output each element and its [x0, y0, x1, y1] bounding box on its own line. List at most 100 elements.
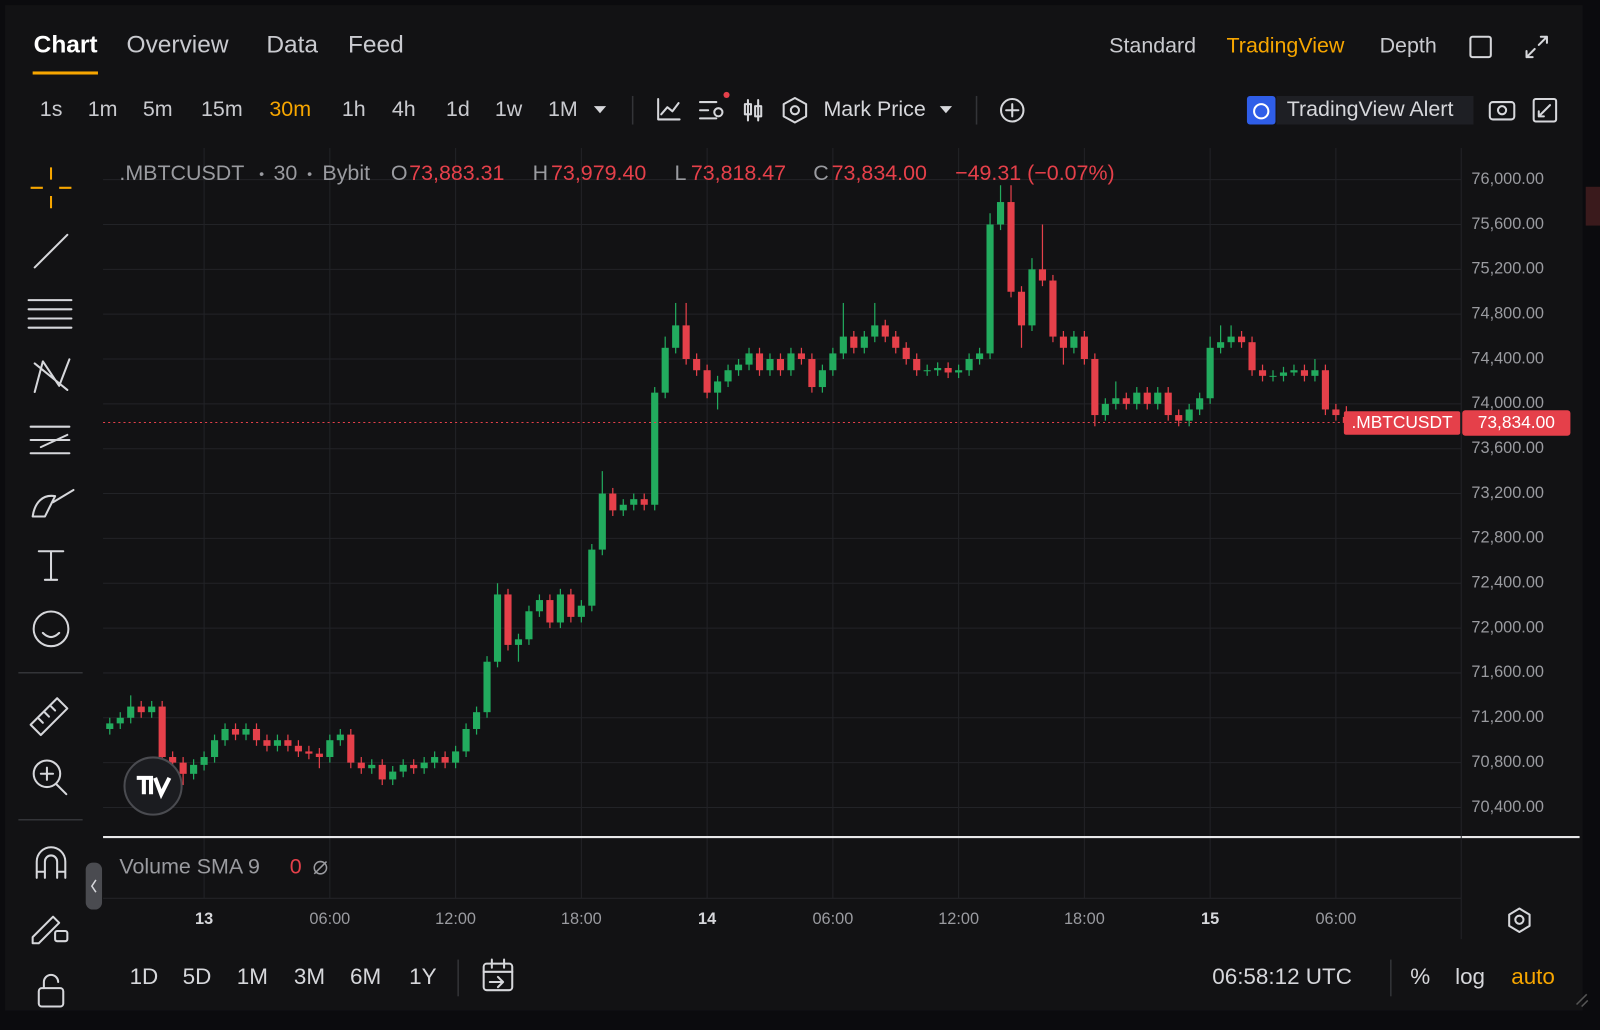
x-tick-label: 15	[1201, 910, 1219, 928]
candle-body	[776, 359, 785, 371]
y-tick-label: 71,600.00	[1471, 663, 1544, 681]
y-tick-label: 72,400.00	[1471, 574, 1544, 592]
legend-value: 73,818.47	[691, 161, 786, 185]
indicator-name: Volume SMA 9	[119, 854, 259, 878]
pattern-tool[interactable]	[33, 358, 71, 394]
brush-tool[interactable]	[31, 488, 75, 518]
magnet-tool[interactable]	[35, 846, 67, 879]
price-type[interactable]: Mark Price	[823, 97, 925, 121]
fullscreen-button[interactable]	[1525, 35, 1548, 59]
tab[interactable]: Overview	[127, 31, 229, 58]
alert-label[interactable]: TradingView Alert	[1287, 97, 1454, 121]
candle-body	[871, 325, 879, 337]
candle-body	[242, 728, 250, 735]
indicator-button[interactable]	[657, 97, 681, 121]
y-tick-label: 76,000.00	[1471, 170, 1544, 188]
range-option[interactable]: 1D	[130, 964, 159, 989]
hide-indicator[interactable]	[313, 860, 328, 875]
tab[interactable]: Chart	[34, 31, 98, 58]
interval-dropdown[interactable]	[593, 106, 607, 114]
templates-eye	[713, 107, 724, 118]
crosshair-tool[interactable]	[30, 167, 72, 209]
tab[interactable]: Data	[266, 31, 318, 58]
templates-button[interactable]	[698, 101, 718, 120]
candle-body	[252, 728, 261, 741]
chart-settings[interactable]	[1508, 907, 1531, 934]
range-option[interactable]: 1Y	[409, 964, 436, 989]
add-plus	[1005, 103, 1020, 118]
alert-icon[interactable]	[1246, 95, 1276, 125]
text-tool[interactable]	[37, 550, 65, 581]
candle-body	[483, 661, 491, 713]
candle-body	[1101, 403, 1109, 416]
interval-option[interactable]: 4h	[392, 97, 416, 121]
candle-body	[148, 706, 156, 713]
candle-body	[1143, 392, 1151, 404]
interval-option[interactable]: 1d	[446, 97, 470, 121]
candle-body	[535, 600, 543, 612]
unlock-tool[interactable]	[37, 987, 65, 1008]
interval-option[interactable]: 5m	[143, 97, 173, 121]
range-option[interactable]: 3M	[294, 964, 325, 989]
candle-body	[1217, 342, 1225, 348]
price-type-dropdown[interactable]	[939, 106, 953, 114]
interval-option[interactable]: 1s	[40, 97, 63, 121]
candle-body	[1290, 370, 1298, 373]
draw-lock-tool[interactable]	[31, 915, 61, 945]
price-type-icon[interactable]	[782, 96, 808, 124]
scale-option[interactable]: log	[1455, 964, 1485, 989]
symbol-tag	[1343, 411, 1461, 435]
candle-body	[368, 764, 376, 769]
interval-option[interactable]: 1h	[342, 97, 366, 121]
interval-option[interactable]: 1w	[495, 97, 523, 121]
y-tick-label: 73,600.00	[1471, 439, 1544, 457]
y-tick-label: 71,200.00	[1471, 708, 1544, 726]
collapse-toolbar[interactable]	[85, 862, 103, 910]
candle-body	[294, 745, 302, 752]
candle-body	[1185, 409, 1193, 421]
ruler-tool[interactable]	[29, 697, 69, 737]
emoji-tool[interactable]	[32, 610, 70, 648]
scale-option[interactable]: %	[1410, 964, 1430, 989]
candle-body	[1238, 336, 1246, 343]
candle-body	[347, 734, 355, 763]
candle-body	[1269, 375, 1277, 377]
interval-option[interactable]: 15m	[201, 97, 243, 121]
view-option[interactable]: Standard	[1109, 34, 1196, 58]
view-option[interactable]: Depth	[1380, 34, 1437, 58]
candle-body	[1258, 370, 1267, 376]
logo-badge[interactable]	[123, 756, 183, 816]
prediction-tool[interactable]	[29, 425, 71, 455]
range-option[interactable]: 6M	[350, 964, 381, 989]
candle-body	[934, 367, 942, 371]
candle-body	[1279, 372, 1288, 376]
alert-button-bg[interactable]	[1276, 95, 1474, 125]
y-tick-label: 75,600.00	[1471, 215, 1544, 233]
candle-body	[263, 740, 271, 746]
range-option[interactable]: 5D	[183, 964, 212, 989]
interval-option[interactable]: 30m	[269, 97, 311, 121]
active-tab-underline	[32, 71, 98, 75]
expand-button[interactable]	[1532, 97, 1558, 123]
candle-body	[976, 353, 984, 360]
zoom-tool[interactable]	[32, 759, 62, 789]
fib-tool[interactable]	[27, 299, 73, 329]
add-button[interactable]	[1000, 97, 1025, 123]
side-marker	[1585, 186, 1600, 226]
interval-option[interactable]: 1M	[548, 97, 578, 121]
range-option[interactable]: 1M	[237, 964, 268, 989]
tab[interactable]: Feed	[348, 31, 404, 58]
layout-toggle[interactable]	[1469, 35, 1492, 59]
legend-change: −49.31 (−0.07%)	[955, 161, 1115, 185]
date-range-button[interactable]	[482, 962, 514, 992]
interval-option[interactable]: 1m	[88, 97, 118, 121]
scale-option[interactable]: auto	[1511, 964, 1555, 989]
view-option[interactable]: TradingView	[1227, 34, 1345, 58]
y-tick-label: 72,800.00	[1471, 529, 1544, 547]
x-tick-label: 12:00	[938, 910, 979, 928]
candle-body	[504, 594, 512, 645]
snapshot-button[interactable]	[1488, 101, 1516, 121]
candle-body	[1332, 409, 1340, 416]
trend-line-tool[interactable]	[33, 233, 69, 269]
